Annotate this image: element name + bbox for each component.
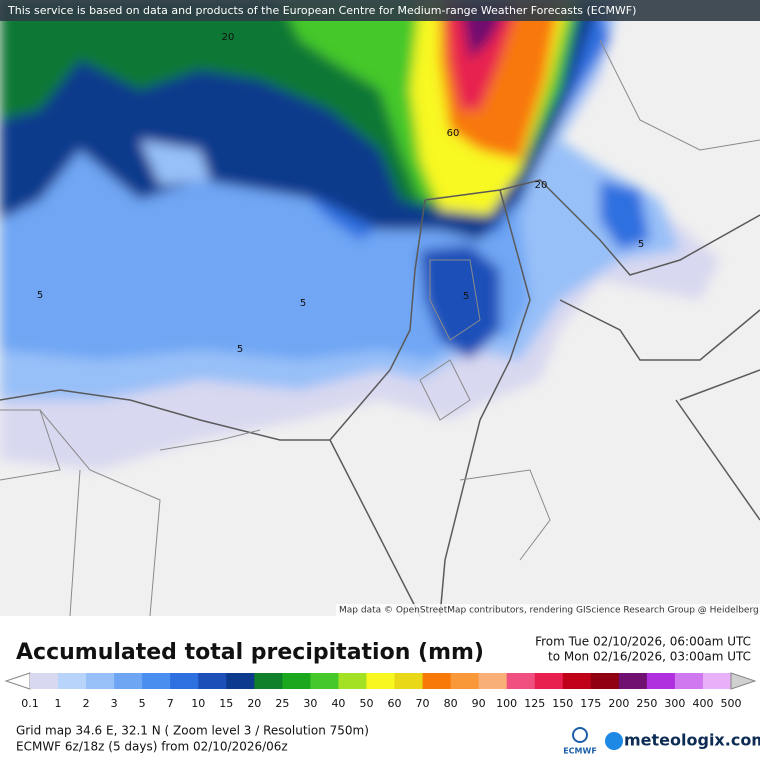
banner: This service is based on data and produc… [7, 4, 636, 17]
legend-label: 80 [444, 697, 458, 710]
legend-label: 200 [608, 697, 629, 710]
legend-swatch [338, 673, 367, 689]
legend-swatch [506, 673, 536, 689]
legend-swatch [254, 673, 283, 689]
legend-swatch [450, 673, 480, 689]
legend-label: 10 [191, 697, 205, 710]
contour-label: 5 [463, 291, 469, 302]
legend-label: 60 [388, 697, 402, 710]
legend-label: 30 [303, 697, 317, 710]
legend-end [730, 672, 757, 690]
attribution: Map data © OpenStreetMap contributors, r… [339, 606, 760, 616]
legend-swatch [282, 673, 311, 689]
legend-label: 7 [167, 697, 174, 710]
brand: meteologix.com [624, 731, 760, 750]
legend-swatch [394, 673, 424, 689]
legend-label: 125 [524, 697, 545, 710]
legend-label: 500 [721, 697, 742, 710]
legend-label: 100 [496, 697, 517, 710]
contour-label: 5 [37, 290, 43, 301]
brand-icon [605, 732, 623, 750]
legend-label: 150 [552, 697, 573, 710]
legend-label: 1 [55, 697, 62, 710]
legend-label: 40 [331, 697, 345, 710]
legend-label: 15 [219, 697, 233, 710]
legend-label: 3 [111, 697, 118, 710]
legend-swatch [114, 673, 143, 689]
legend-swatch [310, 673, 339, 689]
legend-swatch [422, 673, 452, 689]
contour-label: 5 [237, 344, 243, 355]
legend-swatch [198, 673, 227, 689]
legend-start [4, 672, 31, 690]
legend-label: 400 [692, 697, 713, 710]
legend-label: 90 [472, 697, 486, 710]
legend-swatch [618, 673, 648, 689]
legend-swatch [534, 673, 564, 689]
legend-swatch [30, 673, 59, 689]
ecmwf-logo: ECMWF [563, 727, 597, 756]
legend-label: 25 [275, 697, 289, 710]
contour-label: 60 [447, 128, 460, 139]
legend-label: 0.1 [21, 697, 39, 710]
legend-swatch [702, 673, 732, 689]
legend-swatch [646, 673, 676, 689]
legend-label: 175 [580, 697, 601, 710]
period-to: to Mon 02/16/2026, 03:00am UTC [548, 650, 751, 664]
contour-label: 5 [300, 298, 306, 309]
legend-swatch [170, 673, 199, 689]
legend-swatch [366, 673, 396, 689]
legend-swatch [562, 673, 592, 689]
contour-label: 20 [535, 180, 548, 191]
legend-swatch [86, 673, 115, 689]
legend-swatch [226, 673, 255, 689]
legend-label: 2 [83, 697, 90, 710]
model-info: ECMWF 6z/18z (5 days) from 02/10/2026/06… [16, 740, 288, 754]
contour-label: 5 [638, 239, 644, 250]
legend-label: 300 [664, 697, 685, 710]
legend-swatch [590, 673, 620, 689]
legend-swatch [674, 673, 704, 689]
legend-label: 5 [139, 697, 146, 710]
legend-swatch [478, 673, 508, 689]
map: This service is based on data and produc… [0, 0, 760, 617]
period-from: From Tue 02/10/2026, 06:00am UTC [535, 635, 751, 649]
legend-label: 250 [636, 697, 657, 710]
legend-swatch [58, 673, 87, 689]
grid-info: Grid map 34.6 E, 32.1 N ( Zoom level 3 /… [16, 724, 369, 738]
legend-label: 70 [416, 697, 430, 710]
legend: 0.1 1 2 3 5 7 10 15 20 25 30 40 50 60 70 80 90 100 125 150 1… [4, 672, 757, 710]
title: Accumulated total precipitation (mm) [16, 640, 484, 665]
legend-swatch [142, 673, 171, 689]
legend-label: 20 [247, 697, 261, 710]
ecmwf-text: ECMWF [563, 747, 597, 756]
legend-label: 50 [359, 697, 373, 710]
contour-label: 20 [222, 32, 235, 43]
